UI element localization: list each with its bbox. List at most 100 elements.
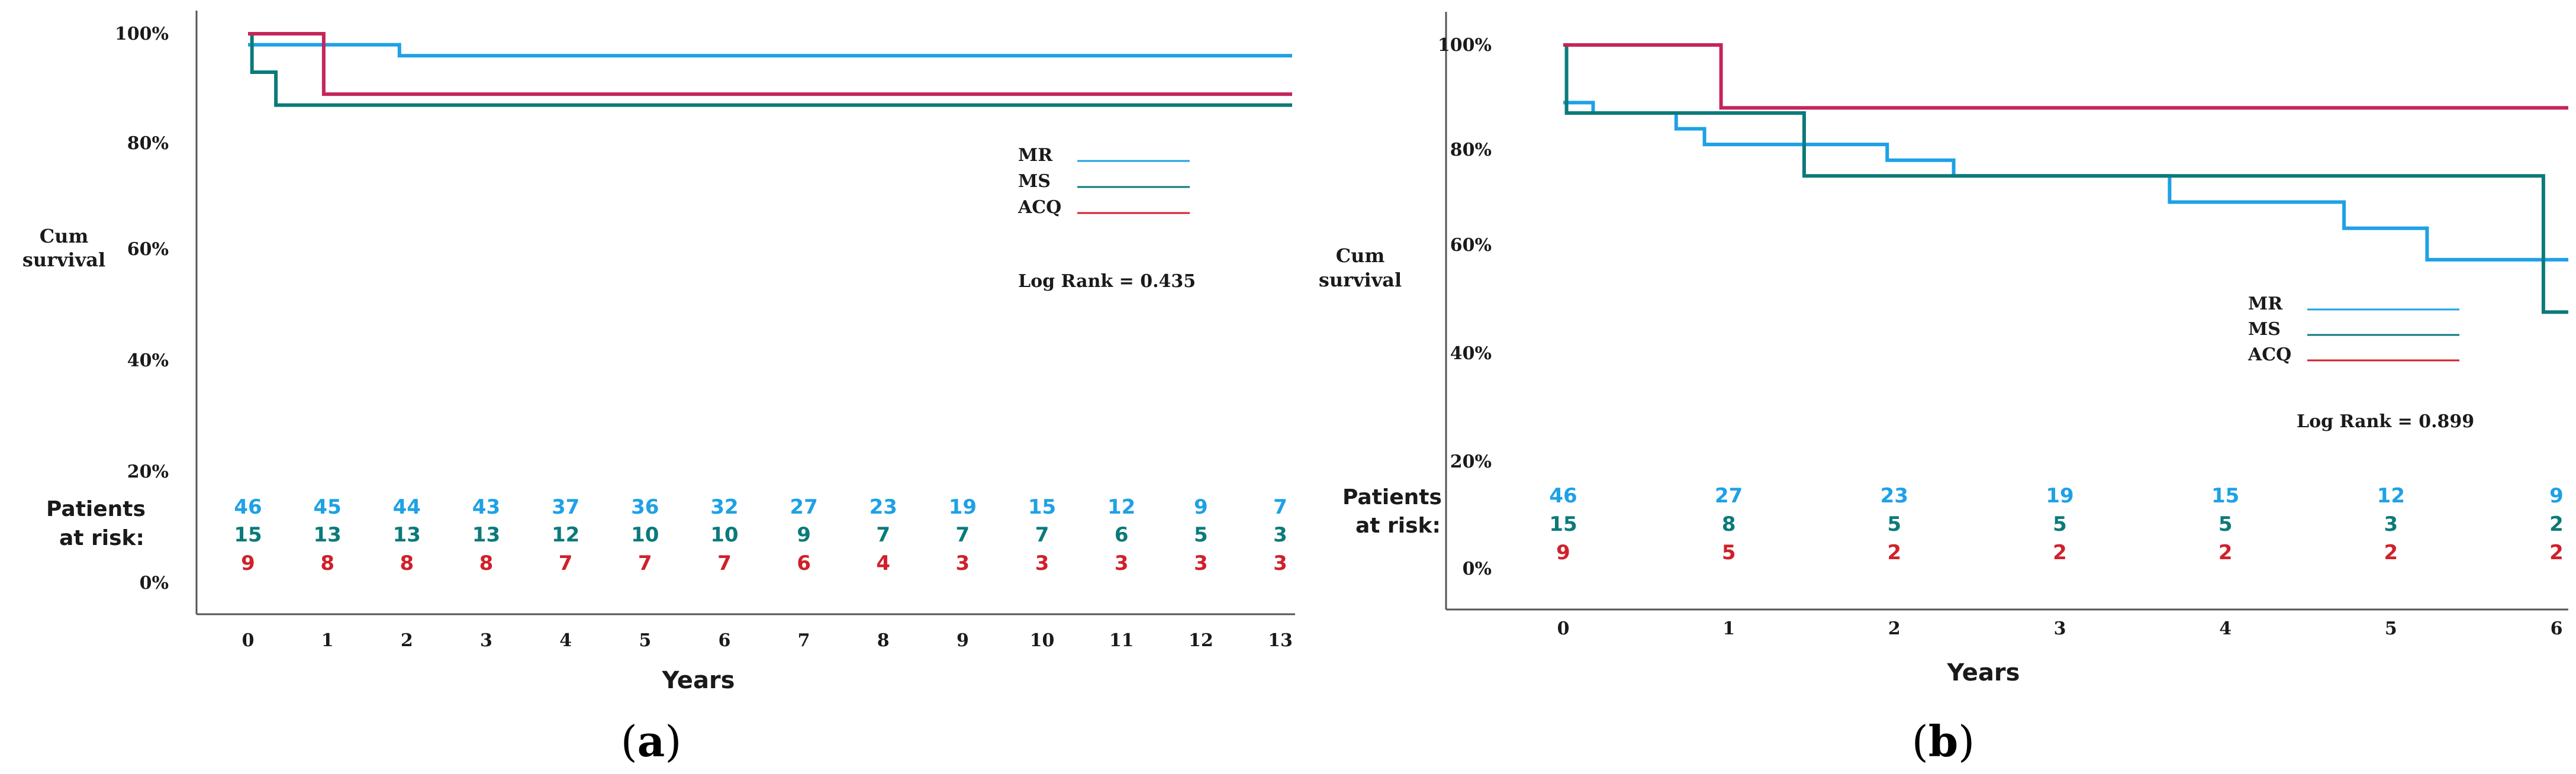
risk-count-acq: 3: [956, 552, 970, 575]
risk-count-mr: 27: [1715, 484, 1743, 508]
risk-count-mr: 19: [2046, 484, 2073, 508]
x-axis-label: Years: [662, 667, 735, 694]
x-tick-label: 10: [1030, 630, 1055, 651]
risk-count-ms: 3: [2384, 512, 2398, 536]
risk-count-acq: 7: [717, 552, 732, 575]
risk-count-ms: 12: [552, 523, 579, 547]
risk-count-ms: 7: [956, 523, 970, 547]
y-tick-label: 20%: [1450, 452, 1492, 472]
risk-count-mr: 9: [2549, 484, 2564, 508]
x-tick-label: 1: [321, 630, 334, 651]
risk-count-mr: 46: [234, 495, 262, 519]
chart-panel-a: 0%20%40%60%80%100%0 1 2 3 4 5 6 7 8 9 10 11 12 13Year…: [22, 11, 1295, 766]
risk-count-mr: 23: [870, 495, 897, 519]
risk-count-acq: 2: [2053, 541, 2067, 565]
risk-count-mr: 15: [1028, 495, 1056, 519]
risk-count-acq: 5: [1722, 541, 1736, 565]
y-tick-label: 60%: [127, 239, 169, 260]
risk-count-ms: 15: [1549, 512, 1577, 536]
risk-count-acq: 3: [1035, 552, 1049, 575]
risk-count-mr: 43: [472, 495, 500, 519]
risk-count-acq: 3: [1115, 552, 1129, 575]
risk-count-acq: 9: [1556, 541, 1570, 565]
y-axis-label: survival: [22, 249, 105, 271]
y-tick-label: 60%: [1450, 235, 1492, 256]
x-tick-label: 12: [1189, 630, 1213, 651]
risk-count-ms: 3: [1273, 523, 1287, 547]
x-tick-label: 1: [1722, 618, 1735, 639]
x-tick-label: 2: [401, 630, 413, 651]
x-tick-label: 13: [1268, 630, 1293, 651]
risk-count-acq: 2: [2218, 541, 2233, 565]
risk-count-ms: 15: [234, 523, 262, 547]
x-tick-label: 7: [798, 630, 810, 651]
y-tick-label: 0%: [1463, 559, 1492, 579]
x-tick-label: 0: [242, 630, 255, 651]
risk-count-ms: 13: [472, 523, 500, 547]
risk-count-mr: 9: [1194, 495, 1208, 519]
risk-count-acq: 2: [1887, 541, 1901, 565]
legend-label-acq: ACQ: [1017, 197, 1061, 218]
risk-count-mr: 44: [393, 495, 421, 519]
y-axis-label: Cum: [40, 225, 89, 247]
risk-table-label: Patients: [1342, 485, 1442, 509]
chart-panel-b: 0%20%40%60%80%100%0 1 2 3 4 5 6YearsCumsurviva…: [1319, 12, 2568, 766]
risk-count-ms: 5: [1194, 523, 1208, 547]
survival-line-mr: [248, 43, 1292, 58]
x-tick-label: 6: [2551, 618, 2563, 639]
risk-count-acq: 8: [400, 552, 414, 575]
risk-count-mr: 15: [2211, 484, 2239, 508]
survival-line-acq: [248, 32, 1292, 96]
y-tick-label: 40%: [127, 350, 169, 371]
risk-count-ms: 10: [631, 523, 659, 547]
x-tick-label: 9: [957, 630, 969, 651]
risk-count-mr: 46: [1549, 484, 1577, 508]
risk-count-ms: 13: [313, 523, 341, 547]
risk-count-acq: 8: [479, 552, 494, 575]
risk-count-mr: 23: [1881, 484, 1908, 508]
legend-label-ms: MS: [2248, 319, 2281, 340]
risk-count-ms: 5: [2053, 512, 2067, 536]
x-tick-label: 3: [480, 630, 492, 651]
survival-line-mr: [1563, 101, 2568, 262]
y-axis-label: survival: [1319, 269, 1402, 291]
x-tick-label: 5: [2385, 618, 2397, 639]
survival-line-ms: [1563, 43, 2568, 314]
legend-label-ms: MS: [1018, 171, 1051, 192]
x-axis-label: Years: [1947, 659, 2020, 686]
y-tick-label: 40%: [1450, 343, 1492, 364]
y-tick-label: 100%: [115, 24, 169, 44]
risk-count-acq: 2: [2384, 541, 2398, 565]
x-tick-label: 2: [1888, 618, 1901, 639]
risk-count-ms: 9: [797, 523, 811, 547]
risk-count-acq: 6: [797, 552, 811, 575]
risk-count-mr: 12: [2377, 484, 2405, 508]
x-tick-label: 5: [639, 630, 651, 651]
risk-count-mr: 7: [1273, 495, 1287, 519]
risk-count-acq: 3: [1194, 552, 1208, 575]
x-tick-label: 11: [1109, 630, 1134, 651]
y-tick-label: 80%: [1450, 140, 1492, 160]
risk-count-ms: 10: [710, 523, 738, 547]
x-tick-label: 3: [2054, 618, 2066, 639]
panel-label: (a): [621, 716, 682, 766]
risk-count-mr: 45: [313, 495, 341, 519]
legend-label-acq: ACQ: [2247, 344, 2291, 365]
risk-count-acq: 4: [876, 552, 890, 575]
log-rank-annotation: Log Rank = 0.435: [1018, 271, 1196, 292]
panel-label: (b): [1912, 716, 1975, 766]
y-tick-label: 80%: [127, 133, 169, 154]
risk-count-ms: 8: [1722, 512, 1736, 536]
x-tick-label: 4: [559, 630, 572, 651]
risk-count-ms: 6: [1115, 523, 1129, 547]
risk-count-mr: 27: [790, 495, 817, 519]
legend-label-mr: MR: [1018, 145, 1053, 166]
risk-count-ms: 5: [2218, 512, 2233, 536]
risk-count-mr: 37: [552, 495, 579, 519]
y-tick-label: 100%: [1438, 35, 1492, 56]
risk-table-label: Patients: [46, 497, 146, 521]
x-tick-label: 8: [877, 630, 890, 651]
risk-count-acq: 7: [559, 552, 573, 575]
y-tick-label: 20%: [127, 462, 169, 482]
